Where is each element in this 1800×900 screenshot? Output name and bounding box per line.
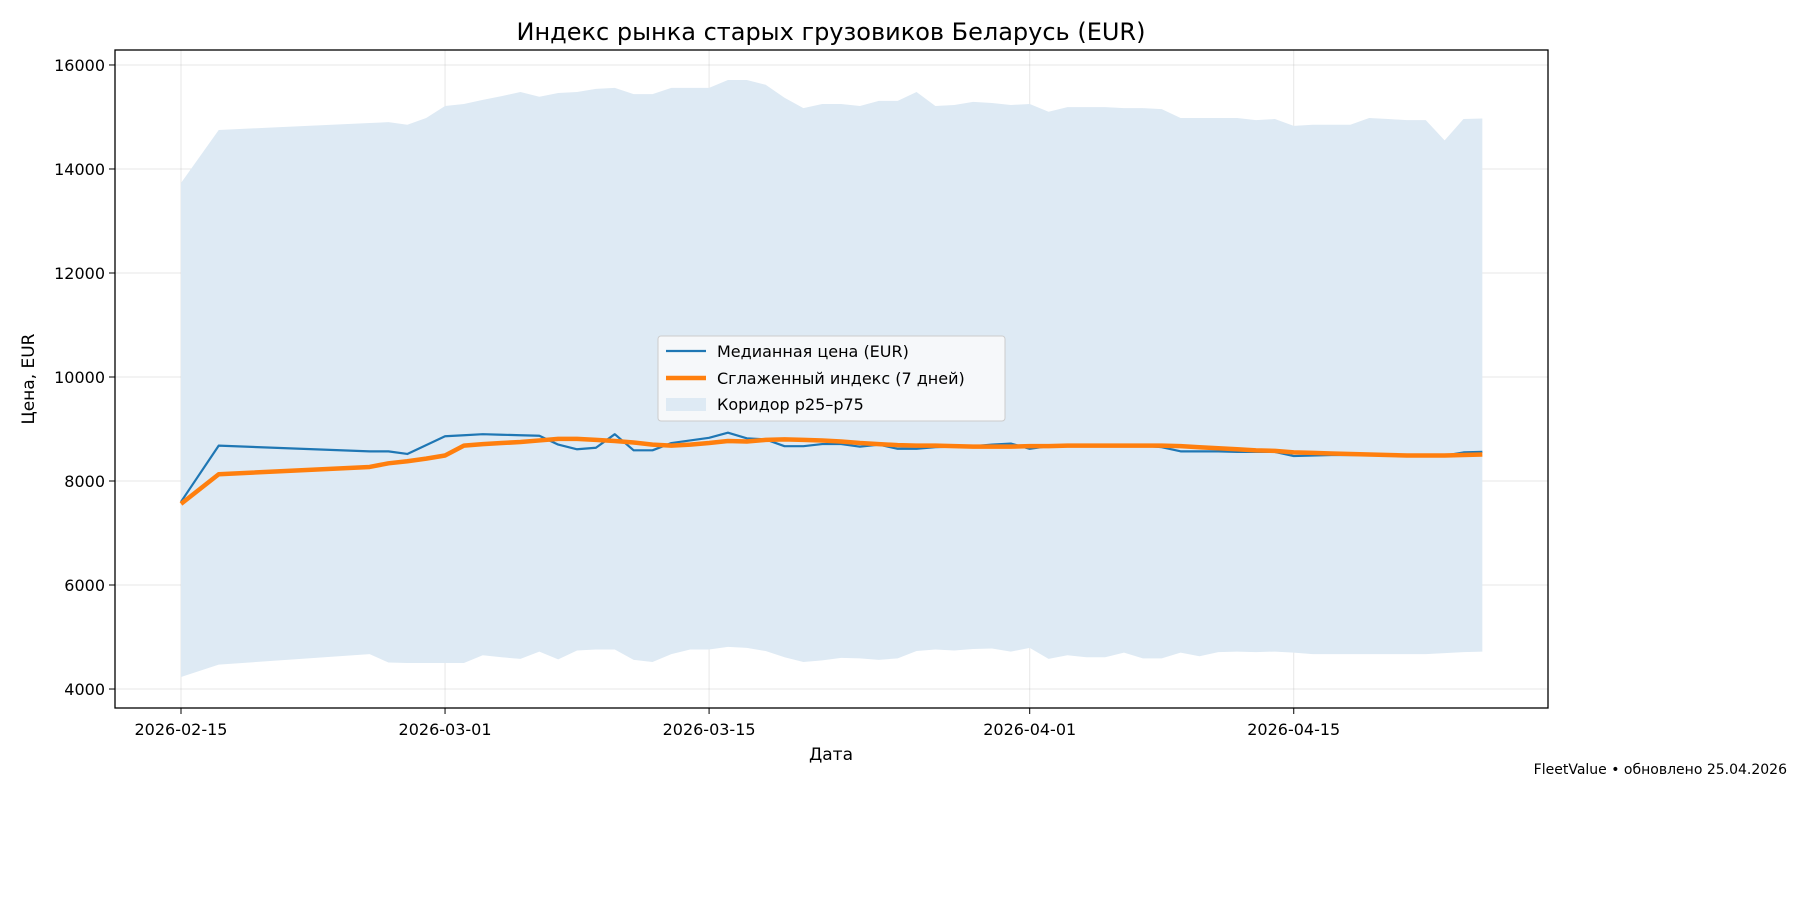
legend-box [657, 335, 1006, 422]
legend-label-band: Коридор p25–p75 [717, 395, 864, 414]
x-tick-label: 2026-04-15 [1247, 720, 1340, 739]
legend: Медианная цена (EUR) Сглаженный индекс (… [657, 335, 1006, 422]
x-tick-label: 2026-03-01 [399, 720, 492, 739]
x-tick-label: 2026-04-01 [983, 720, 1076, 739]
lines-layer [179, 431, 1483, 506]
series-median-line [180, 431, 1483, 503]
legend-swatch-band [666, 398, 706, 411]
y-tick-label: 16000 [54, 56, 105, 75]
y-tick-label: 8000 [64, 472, 105, 491]
y-tick-label: 6000 [64, 576, 105, 595]
legend-label-smoothed: Сглаженный индекс (7 дней) [717, 369, 965, 388]
y-tick-label: 14000 [54, 160, 105, 179]
y-axis-label: Цена, EUR [19, 333, 39, 424]
plot-frame [114, 49, 1549, 709]
legend-label-median: Медианная цена (EUR) [717, 342, 909, 361]
x-tick-label: 2026-02-15 [135, 720, 228, 739]
footer-note: FleetValue • обновлено 25.04.2026 [1533, 762, 1787, 778]
series-smoothed-line [179, 436, 1483, 506]
y-axis: 4000 6000 8000 10000 12000 14000 16000 [54, 56, 115, 699]
x-axis-label: Дата [809, 745, 853, 765]
y-tick-label: 10000 [54, 368, 105, 387]
chart-title: Индекс рынка старых грузовиков Беларусь … [517, 18, 1146, 46]
x-axis: 2026-02-15 2026-03-01 2026-03-15 2026-04-01… [135, 708, 1340, 739]
x-tick-label: 2026-03-15 [663, 720, 756, 739]
y-tick-label: 12000 [54, 264, 105, 283]
y-tick-label: 4000 [64, 680, 105, 699]
